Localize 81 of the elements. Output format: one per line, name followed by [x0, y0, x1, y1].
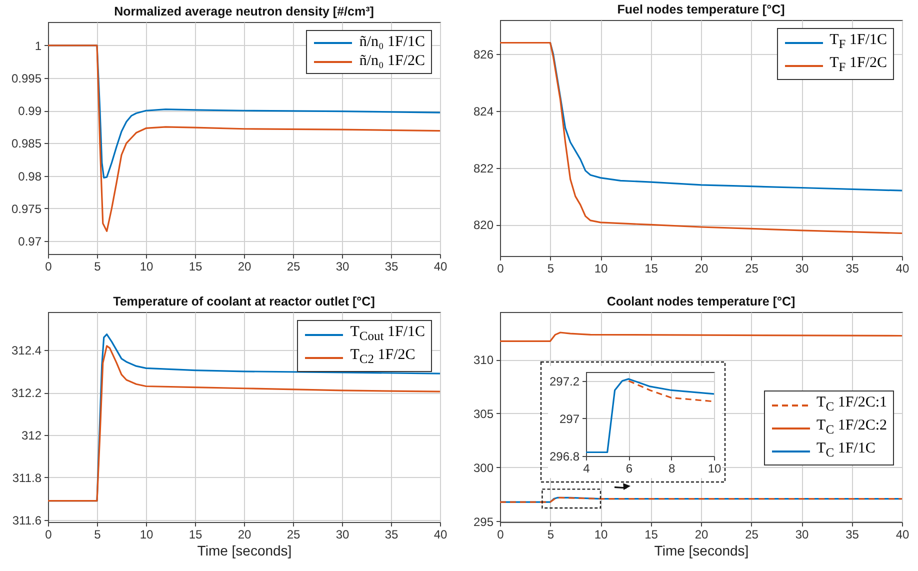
y-tick-label: 820 [473, 218, 494, 232]
x-tick-label: 40 [434, 260, 448, 274]
line-series [500, 332, 902, 342]
legend-label: T$_{F}$ 1F/2C [830, 54, 887, 76]
y-tick-label: 826 [473, 48, 494, 62]
x-tick-label: 15 [188, 260, 202, 274]
y-tick-label: 311.8 [12, 470, 42, 485]
x-tick-label: 10 [140, 260, 154, 274]
y-tick-label: 312.2 [11, 386, 42, 400]
y-tick-label: 311.6 [12, 513, 42, 528]
y-tick-label: 0.97 [18, 234, 42, 248]
x-tick-label: 0 [45, 528, 52, 542]
x-tick-label: 25 [286, 260, 300, 274]
y-tick-label: 0.99 [18, 104, 42, 118]
chart-title: Normalized average neutron density [#/cm³] [114, 4, 374, 18]
y-tick-label: 305 [473, 406, 494, 421]
x-tick-label: 10 [594, 262, 608, 276]
x-tick-label: 35 [384, 528, 398, 542]
legend-label: T$_{C}$ 1F/2C:2 [816, 416, 887, 438]
x-axis-title: Time [seconds] [197, 542, 292, 558]
x-tick-label: 20 [694, 262, 708, 276]
x-tick-label: 0 [45, 260, 52, 274]
y-tick-label: 312 [21, 428, 42, 443]
legend-label: T$_{F}$ 1F/1C [830, 31, 887, 53]
x-tick-label: 30 [336, 260, 350, 274]
y-tick-label: 310 [473, 353, 494, 368]
y-tick-label: 0.98 [18, 169, 42, 184]
y-tick-label: 0.985 [11, 136, 42, 151]
x-tick-label: 20 [694, 528, 708, 542]
x-tick-label: 4 [583, 462, 590, 476]
chart-title: Coolant nodes temperature [°C] [606, 294, 796, 308]
x-tick-label: 20 [238, 528, 252, 542]
legend-label: ñ/n₀ 1F/2C [359, 52, 425, 71]
y-tick-label: 824 [473, 104, 494, 118]
x-tick-label: 6 [626, 462, 633, 476]
x-tick-label: 35 [384, 260, 398, 274]
y-tick-label: 0.975 [11, 202, 42, 216]
x-tick-label: 15 [188, 528, 202, 542]
x-tick-label: 5 [547, 262, 554, 276]
x-tick-label: 35 [846, 528, 860, 542]
y-tick-label: 296.8 [549, 450, 580, 464]
legend-label: ñ/n₀ 1F/1C [359, 33, 425, 52]
x-tick-label: 0 [497, 262, 504, 276]
line-series [628, 380, 714, 402]
x-tick-label: 0 [497, 528, 504, 542]
x-tick-label: 5 [94, 260, 102, 274]
chart-title: Temperature of coolant at reactor outlet [°C] [113, 294, 375, 308]
x-tick-label: 35 [846, 262, 860, 276]
x-tick-label: 40 [434, 528, 448, 542]
x-tick-label: 10 [708, 462, 722, 476]
x-tick-label: 30 [336, 528, 350, 542]
x-tick-label: 10 [594, 528, 608, 542]
x-tick-label: 5 [94, 528, 102, 542]
x-tick-label: 40 [896, 528, 910, 542]
x-tick-label: 8 [668, 462, 676, 476]
x-tick-label: 20 [238, 260, 252, 274]
x-tick-label: 25 [745, 528, 759, 542]
y-tick-label: 1 [34, 38, 42, 53]
y-tick-label: 300 [473, 460, 494, 475]
x-tick-label: 5 [547, 528, 554, 542]
chart-title: Fuel nodes temperature [°C] [617, 2, 785, 16]
x-tick-label: 15 [644, 262, 658, 276]
x-tick-label: 25 [745, 262, 759, 276]
x-tick-label: 30 [795, 528, 809, 542]
y-tick-label: 822 [473, 161, 494, 176]
x-tick-label: 30 [795, 262, 809, 276]
legend-label: T$_{Cout}$ 1F/1C [350, 323, 425, 345]
legend-label: T$_{C}$ 1F/2C:1 [816, 394, 887, 416]
y-tick-label: 312.4 [11, 344, 42, 358]
line-series [586, 378, 714, 454]
y-tick-label: 295 [473, 514, 494, 529]
x-axis-title: Time [seconds] [654, 542, 749, 558]
x-tick-label: 10 [140, 528, 154, 542]
y-tick-label: 0.995 [11, 72, 42, 86]
x-tick-label: 40 [896, 262, 910, 276]
legend-label: T$_{C}$ 1F/1C [816, 440, 876, 462]
x-tick-label: 25 [286, 528, 300, 542]
y-tick-label: 297.2 [549, 374, 580, 388]
y-tick-label: 297 [559, 412, 580, 426]
legend-label: T$_{C2}$ 1F/2C [350, 346, 416, 368]
x-tick-label: 15 [644, 528, 658, 542]
